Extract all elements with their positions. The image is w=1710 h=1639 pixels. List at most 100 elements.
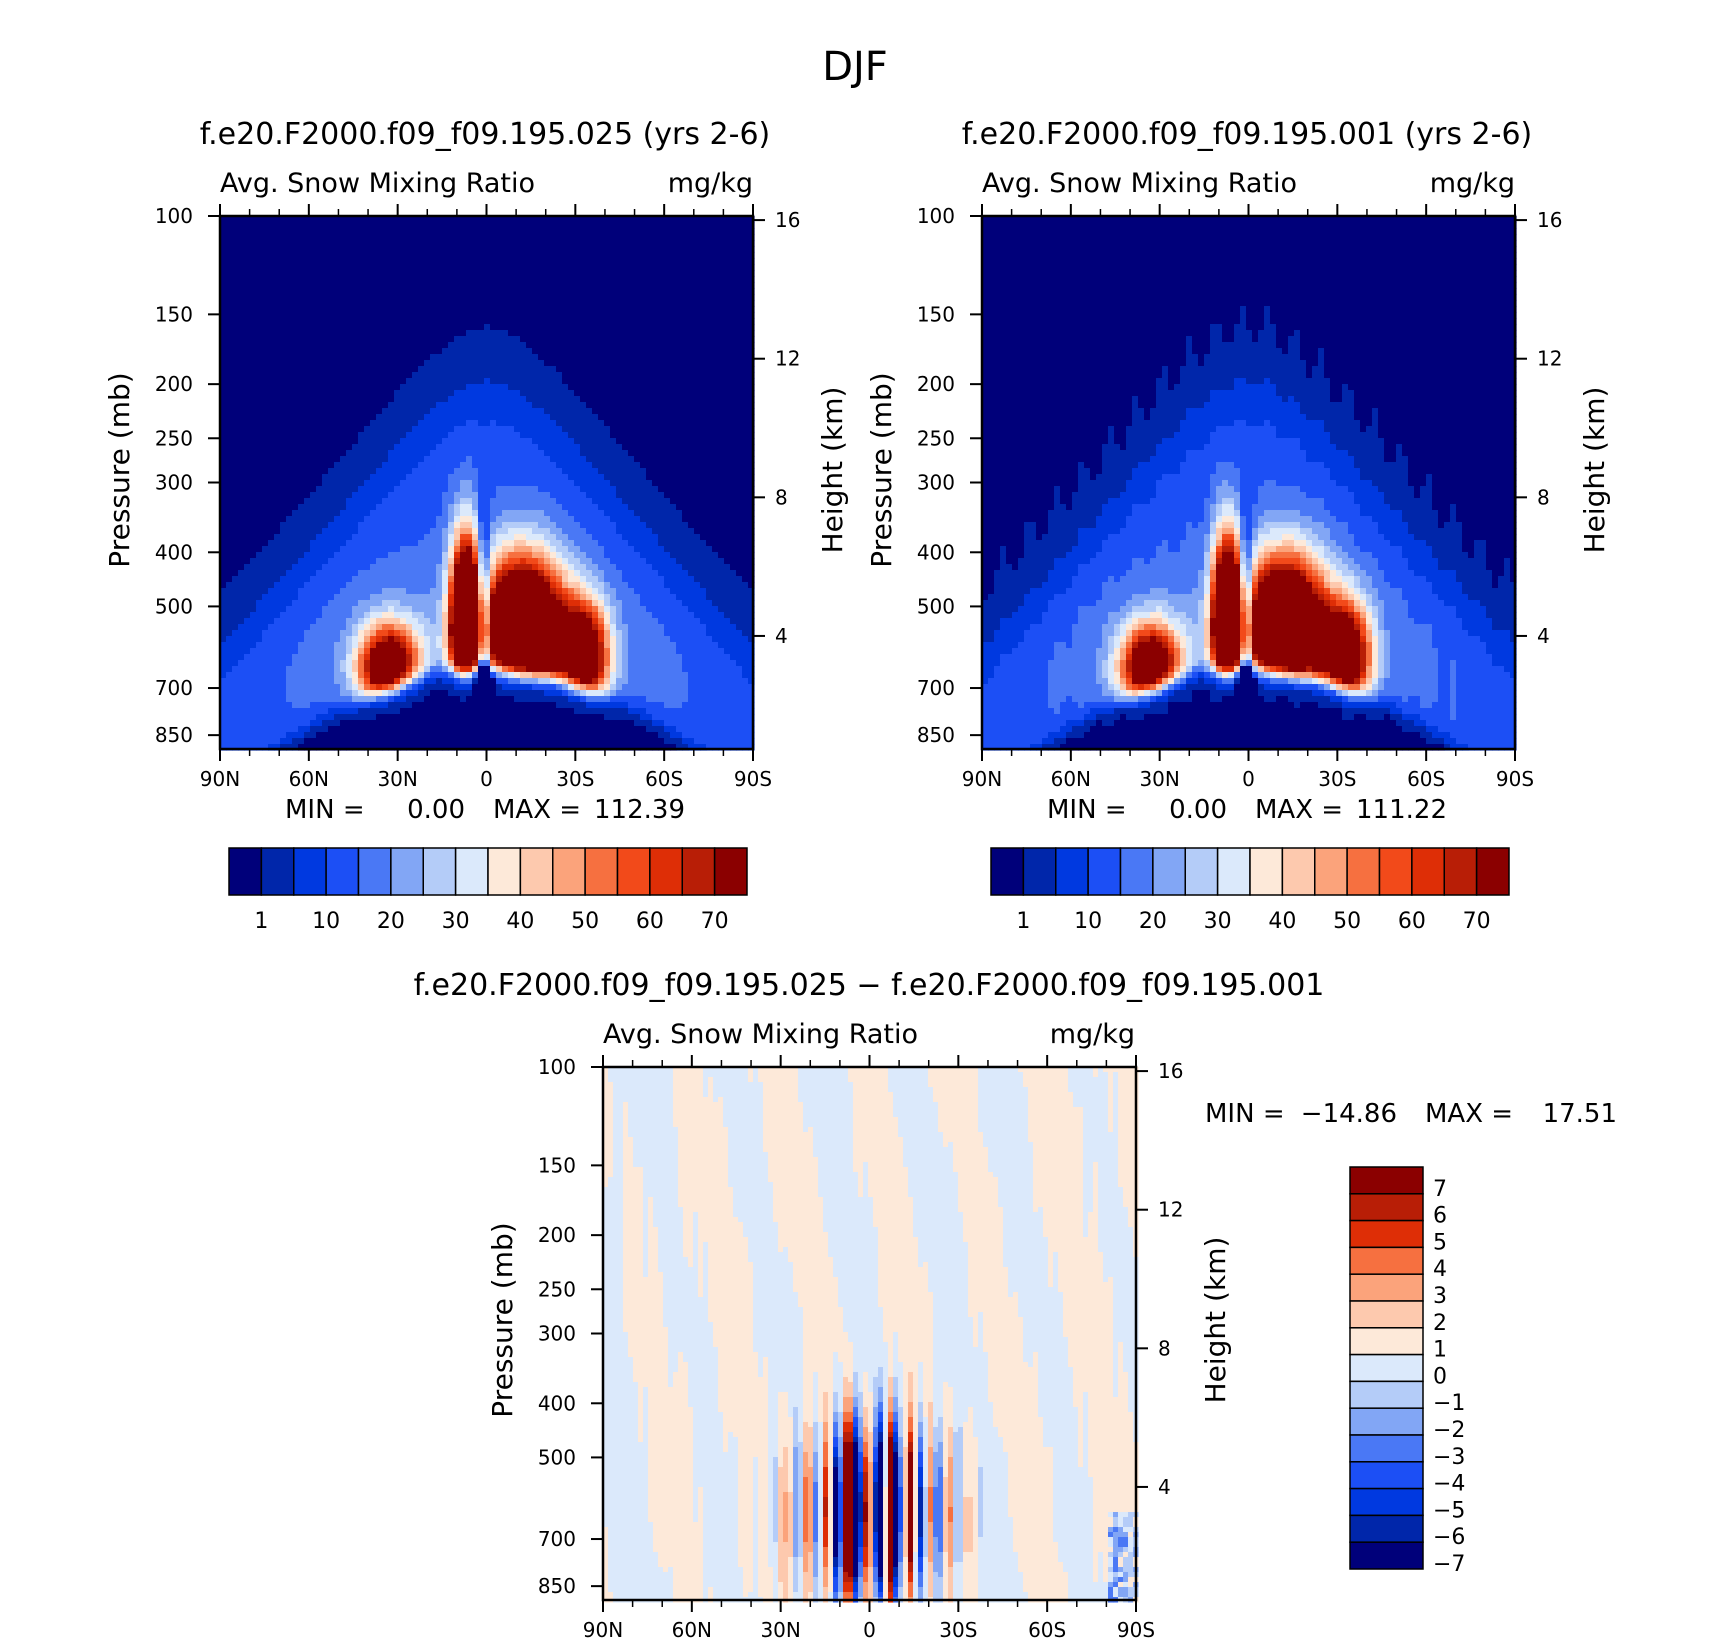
contour-cell (388, 660, 395, 667)
contour-cell (370, 672, 377, 679)
contour-cell (238, 396, 245, 403)
contour-cell (406, 690, 413, 697)
contour-cell (502, 648, 509, 655)
contour-cell (250, 270, 257, 277)
contour-cell (544, 576, 551, 583)
contour-cell (274, 510, 281, 517)
contour-cell (352, 270, 359, 277)
contour-cell (382, 300, 389, 307)
contour-cell (430, 720, 437, 727)
contour-cell (292, 708, 299, 715)
contour-cell (328, 690, 335, 697)
contour-cell (502, 330, 509, 337)
contour-cell (232, 222, 239, 229)
contour-cell (238, 738, 245, 745)
contour-cell (340, 564, 347, 571)
contour-cell (226, 264, 233, 271)
contour-cell (286, 300, 293, 307)
contour-cell (556, 246, 563, 253)
contour-cell (250, 588, 257, 595)
contour-cell (292, 600, 299, 607)
contour-cell (550, 270, 557, 277)
contour-cell (442, 696, 449, 703)
contour-cell (436, 354, 443, 361)
contour-cell (538, 672, 545, 679)
contour-cell (484, 510, 491, 517)
contour-cell (388, 576, 395, 583)
contour-cell (544, 546, 551, 553)
contour-cell (406, 252, 413, 259)
contour-cell (418, 498, 425, 505)
contour-cell (298, 282, 305, 289)
contour-cell (340, 540, 347, 547)
contour-cell (424, 540, 431, 547)
contour-cell (352, 744, 359, 751)
contour-cell (382, 564, 389, 571)
contour-cell (220, 456, 227, 463)
contour-cell (346, 306, 353, 313)
contour-cell (460, 330, 467, 337)
contour-cell (478, 246, 485, 253)
contour-cell (544, 270, 551, 277)
contour-cell (520, 426, 527, 433)
contour-cell (442, 438, 449, 445)
contour-cell (244, 516, 251, 523)
contour-cell (220, 630, 227, 637)
contour-cell (448, 342, 455, 349)
contour-cell (256, 438, 263, 445)
contour-cell (400, 438, 407, 445)
contour-cell (280, 444, 287, 451)
contour-cell (328, 240, 335, 247)
contour-cell (262, 408, 269, 415)
contour-cell (400, 342, 407, 349)
contour-cell (310, 720, 317, 727)
contour-cell (304, 216, 311, 223)
contour-cell (226, 654, 233, 661)
contour-cell (238, 378, 245, 385)
contour-cell (316, 234, 323, 241)
contour-cell (346, 570, 353, 577)
contour-cell (358, 546, 365, 553)
contour-cell (316, 588, 323, 595)
contour-cell (496, 654, 503, 661)
contour-cell (382, 504, 389, 511)
contour-cell (286, 666, 293, 673)
contour-cell (382, 732, 389, 739)
page-title: DJF (822, 44, 888, 90)
contour-cell (442, 558, 449, 565)
contour-cell (340, 228, 347, 235)
contour-cell (496, 354, 503, 361)
contour-cell (412, 588, 419, 595)
contour-cell (490, 516, 497, 523)
contour-cell (244, 510, 251, 517)
contour-cell (550, 642, 557, 649)
contour-cell (220, 288, 227, 295)
contour-cell (376, 504, 383, 511)
contour-cell (238, 696, 245, 703)
contour-cell (550, 654, 557, 661)
contour-cell (364, 516, 371, 523)
contour-cell (322, 300, 329, 307)
contour-cell (442, 378, 449, 385)
contour-cell (484, 588, 491, 595)
contour-cell (238, 318, 245, 325)
contour-cell (292, 438, 299, 445)
contour-cell (508, 630, 515, 637)
contour-cell (346, 732, 353, 739)
contour-cell (514, 240, 521, 247)
contour-cell (346, 456, 353, 463)
contour-cell (220, 666, 227, 673)
contour-cell (514, 606, 521, 613)
contour-cell (478, 258, 485, 265)
contour-cell (364, 678, 371, 685)
contour-cell (322, 360, 329, 367)
contour-cell (346, 582, 353, 589)
contour-cell (358, 702, 365, 709)
contour-cell (322, 594, 329, 601)
contour-cell (448, 408, 455, 415)
contour-cell (436, 288, 443, 295)
contour-cell (544, 672, 551, 679)
contour-cell (328, 432, 335, 439)
contour-cell (514, 516, 521, 523)
contour-cell (442, 552, 449, 559)
